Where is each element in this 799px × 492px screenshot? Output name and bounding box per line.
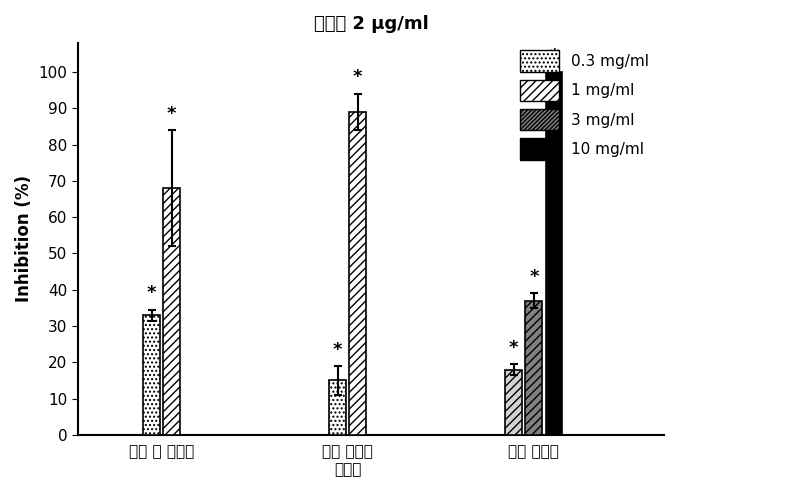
Y-axis label: Inhibition (%): Inhibition (%) bbox=[15, 175, 33, 303]
Title: 콜라겐 2 μg/ml: 콜라겐 2 μg/ml bbox=[314, 15, 428, 33]
Text: *: * bbox=[353, 68, 363, 87]
Bar bbox=[526, 301, 543, 435]
Bar bbox=[163, 188, 180, 435]
Text: *: * bbox=[509, 339, 519, 357]
Text: *: * bbox=[549, 47, 559, 64]
Bar bbox=[349, 112, 366, 435]
Text: *: * bbox=[529, 268, 539, 286]
Bar bbox=[546, 72, 562, 435]
Text: *: * bbox=[147, 284, 157, 303]
Bar bbox=[329, 380, 346, 435]
Text: *: * bbox=[333, 340, 343, 359]
Bar bbox=[506, 369, 522, 435]
Bar bbox=[143, 315, 160, 435]
Text: *: * bbox=[167, 105, 177, 123]
Legend: 0.3 mg/ml, 1 mg/ml, 3 mg/ml, 10 mg/ml: 0.3 mg/ml, 1 mg/ml, 3 mg/ml, 10 mg/ml bbox=[513, 43, 657, 167]
